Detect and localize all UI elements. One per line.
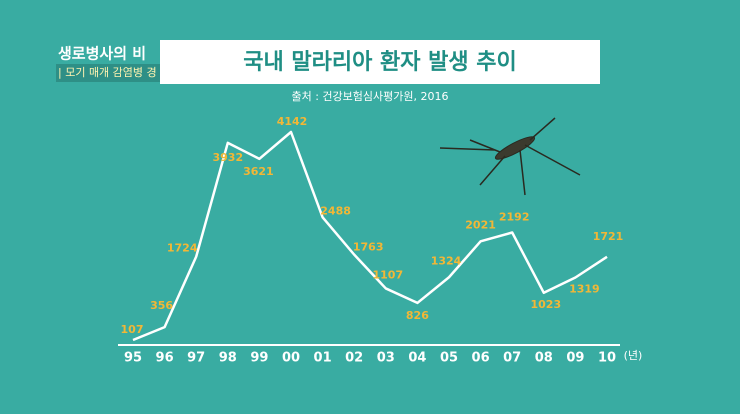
x-tick-label: 05 bbox=[440, 351, 458, 366]
data-label: 1724 bbox=[167, 242, 198, 255]
episode-box bbox=[56, 64, 166, 82]
data-label: 4142 bbox=[277, 115, 308, 128]
data-label: 2488 bbox=[320, 204, 351, 217]
episode-title: | 모기 매개 감염병 경 bbox=[58, 66, 157, 79]
x-tick-label: 06 bbox=[472, 351, 490, 366]
x-tick-label: 97 bbox=[187, 351, 205, 366]
x-tick-label: 02 bbox=[345, 351, 363, 366]
x-tick-label: 09 bbox=[566, 351, 584, 366]
title-box bbox=[160, 40, 600, 84]
data-label: 1324 bbox=[431, 254, 462, 267]
x-tick-label: 10 bbox=[598, 351, 616, 366]
data-label: 2021 bbox=[465, 218, 496, 231]
x-tick-label: 98 bbox=[219, 351, 237, 366]
x-tick-label: 07 bbox=[503, 351, 521, 366]
chart-title: 국내 말라리아 환자 발생 추이 bbox=[243, 50, 517, 75]
data-label: 1023 bbox=[530, 298, 561, 311]
program-logo: 생로병사의 비 bbox=[58, 45, 146, 63]
x-tick-label: 08 bbox=[535, 351, 553, 366]
x-tick-label: 03 bbox=[377, 351, 395, 366]
x-tick-label: 04 bbox=[408, 351, 426, 366]
data-label: 1763 bbox=[353, 241, 384, 254]
chart-subtitle: 출처 : 건강보험심사평가원, 2016 bbox=[291, 90, 448, 103]
data-line bbox=[132, 130, 608, 342]
x-tick-label: 01 bbox=[314, 351, 332, 366]
x-tick-label: 95 bbox=[124, 351, 142, 366]
data-label: 3621 bbox=[243, 165, 274, 178]
mosquito bbox=[439, 117, 581, 196]
x-tick-label: 00 bbox=[282, 351, 300, 366]
data-label: 826 bbox=[406, 309, 429, 322]
data-label: 356 bbox=[150, 299, 173, 312]
data-label: 107 bbox=[121, 323, 144, 336]
data-label: 1319 bbox=[569, 283, 600, 296]
x-tick-label: 96 bbox=[156, 351, 174, 366]
x-axis-label: (년) bbox=[624, 349, 643, 362]
data-label: 3932 bbox=[212, 151, 243, 164]
data-label: 1721 bbox=[593, 230, 624, 243]
x-tick-label: 99 bbox=[250, 351, 268, 366]
data-label: 2192 bbox=[499, 211, 530, 224]
data-label: 1107 bbox=[372, 268, 403, 281]
